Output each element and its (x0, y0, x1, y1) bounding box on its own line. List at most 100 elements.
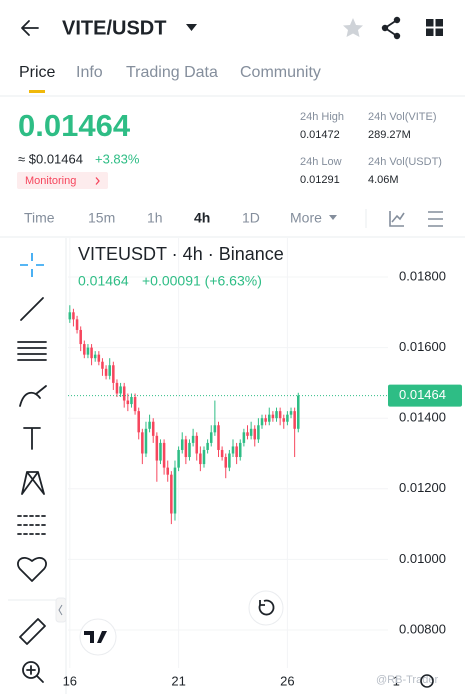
ruler-tool[interactable] (19, 618, 46, 645)
stat-value: 289.27M (368, 129, 411, 141)
collapse-tab[interactable] (55, 597, 67, 623)
candle-body (199, 453, 202, 465)
x-tick-label: 26 (280, 673, 294, 688)
tab-underline (29, 90, 45, 93)
chevron (95, 177, 100, 185)
candle-body (289, 411, 293, 415)
interval[interactable]: 1D (242, 210, 260, 226)
candle-body (202, 449, 206, 465)
candle-body (267, 414, 271, 422)
monitoring-label[interactable]: Monitoring (25, 175, 76, 187)
fib-tool[interactable] (17, 341, 47, 361)
y-tick-label: 0.01600 (399, 339, 446, 354)
candle-body (90, 347, 93, 359)
favorite-star[interactable] (343, 18, 363, 37)
pattern-tool[interactable] (21, 471, 45, 495)
tradingview-logo[interactable] (79, 618, 117, 656)
interval[interactable]: 1h (147, 210, 163, 226)
candle-body (228, 453, 231, 468)
candle-body (93, 354, 97, 359)
candle-body (224, 457, 228, 468)
stat-label: 24h Vol(USDT) (368, 156, 442, 168)
y-tick-label: 0.01400 (399, 410, 446, 425)
tab[interactable]: Community (240, 64, 321, 81)
grid-menu-icon[interactable] (426, 19, 443, 36)
legend-change: +0.00091 (+6.63%) (142, 273, 262, 289)
reset-button[interactable] (248, 590, 284, 626)
interval[interactable]: Time (24, 210, 55, 226)
interval-selected[interactable]: 4h (194, 210, 210, 226)
tab[interactable]: Trading Data (126, 64, 218, 81)
candle-body (188, 442, 191, 458)
y-tick-label: 0.00800 (399, 621, 446, 636)
x-tick-label: 1 (393, 673, 400, 688)
candle-body (97, 354, 101, 362)
text-tool[interactable] (23, 427, 41, 450)
share-icon[interactable] (381, 16, 401, 40)
candle-body (231, 446, 235, 454)
candle-body (278, 411, 282, 419)
candle-body (148, 421, 151, 429)
candle-body (191, 435, 195, 443)
candle-body (217, 425, 220, 450)
favorites-tool[interactable] (17, 556, 47, 582)
candle-body (162, 442, 166, 468)
legend-price: 0.01464 (78, 273, 129, 289)
candle-body (130, 397, 133, 405)
drawing-toolbar (8, 253, 67, 683)
candle-body (246, 432, 249, 436)
candle-body (108, 365, 111, 376)
candle-body (79, 329, 82, 345)
indicator-icon[interactable] (389, 211, 405, 227)
candle-body (155, 435, 159, 461)
y-tick-label: 0.01800 (399, 268, 446, 283)
monitoring-badge[interactable] (17, 172, 108, 189)
x-tick-label: 16 (63, 673, 77, 688)
back-button[interactable] (21, 20, 39, 36)
chart-settings-icon[interactable] (420, 674, 434, 688)
candle-body (151, 421, 155, 436)
candle-body (275, 411, 278, 419)
candle-body (257, 425, 260, 440)
symbol[interactable]: VITE/USDT (62, 17, 166, 39)
tab[interactable]: Info (76, 64, 103, 81)
candle-body (220, 449, 224, 458)
candle-body (213, 425, 217, 433)
usd-price: ≈ $0.01464 (18, 151, 83, 166)
tab[interactable]: Price (19, 64, 56, 81)
more-dropdown[interactable] (329, 215, 337, 220)
candle-body (141, 432, 144, 454)
plot-area: 0.01800 0.01600 0.01400 0.01200 0.01000 0.008… (63, 238, 462, 688)
settings-icon[interactable] (428, 211, 443, 227)
candle-body (253, 428, 257, 440)
candle-body (144, 428, 148, 454)
zoom-tool[interactable] (22, 661, 44, 683)
x-tick-label: 21 (171, 673, 185, 688)
prediction-tool[interactable] (17, 515, 47, 535)
candle-body (184, 439, 188, 458)
symbol-dropdown[interactable] (186, 24, 197, 31)
interval[interactable]: 15m (88, 210, 115, 226)
candle-body (238, 442, 242, 458)
stat-label: 24h Low (300, 156, 342, 168)
chart-title: VITEUSDT · 4h · Binance (78, 244, 284, 264)
y-tick-label: 0.01000 (399, 551, 446, 566)
candle-body (235, 446, 238, 458)
candle-body (264, 418, 267, 422)
trendline-tool[interactable] (20, 297, 44, 321)
candle-body (177, 449, 180, 468)
brush-tool[interactable] (19, 385, 47, 407)
candle-body (282, 418, 286, 422)
candle-body (122, 386, 126, 401)
interval-more[interactable]: More (290, 210, 322, 226)
candle-body (159, 442, 162, 461)
candle-body (115, 382, 119, 394)
candle-body (126, 400, 130, 405)
candle-body (195, 435, 199, 454)
candle-body (249, 428, 253, 436)
crosshair-tool[interactable] (20, 253, 44, 277)
candle-body (83, 344, 86, 355)
candle-body (72, 312, 75, 320)
candle-body (173, 467, 177, 514)
